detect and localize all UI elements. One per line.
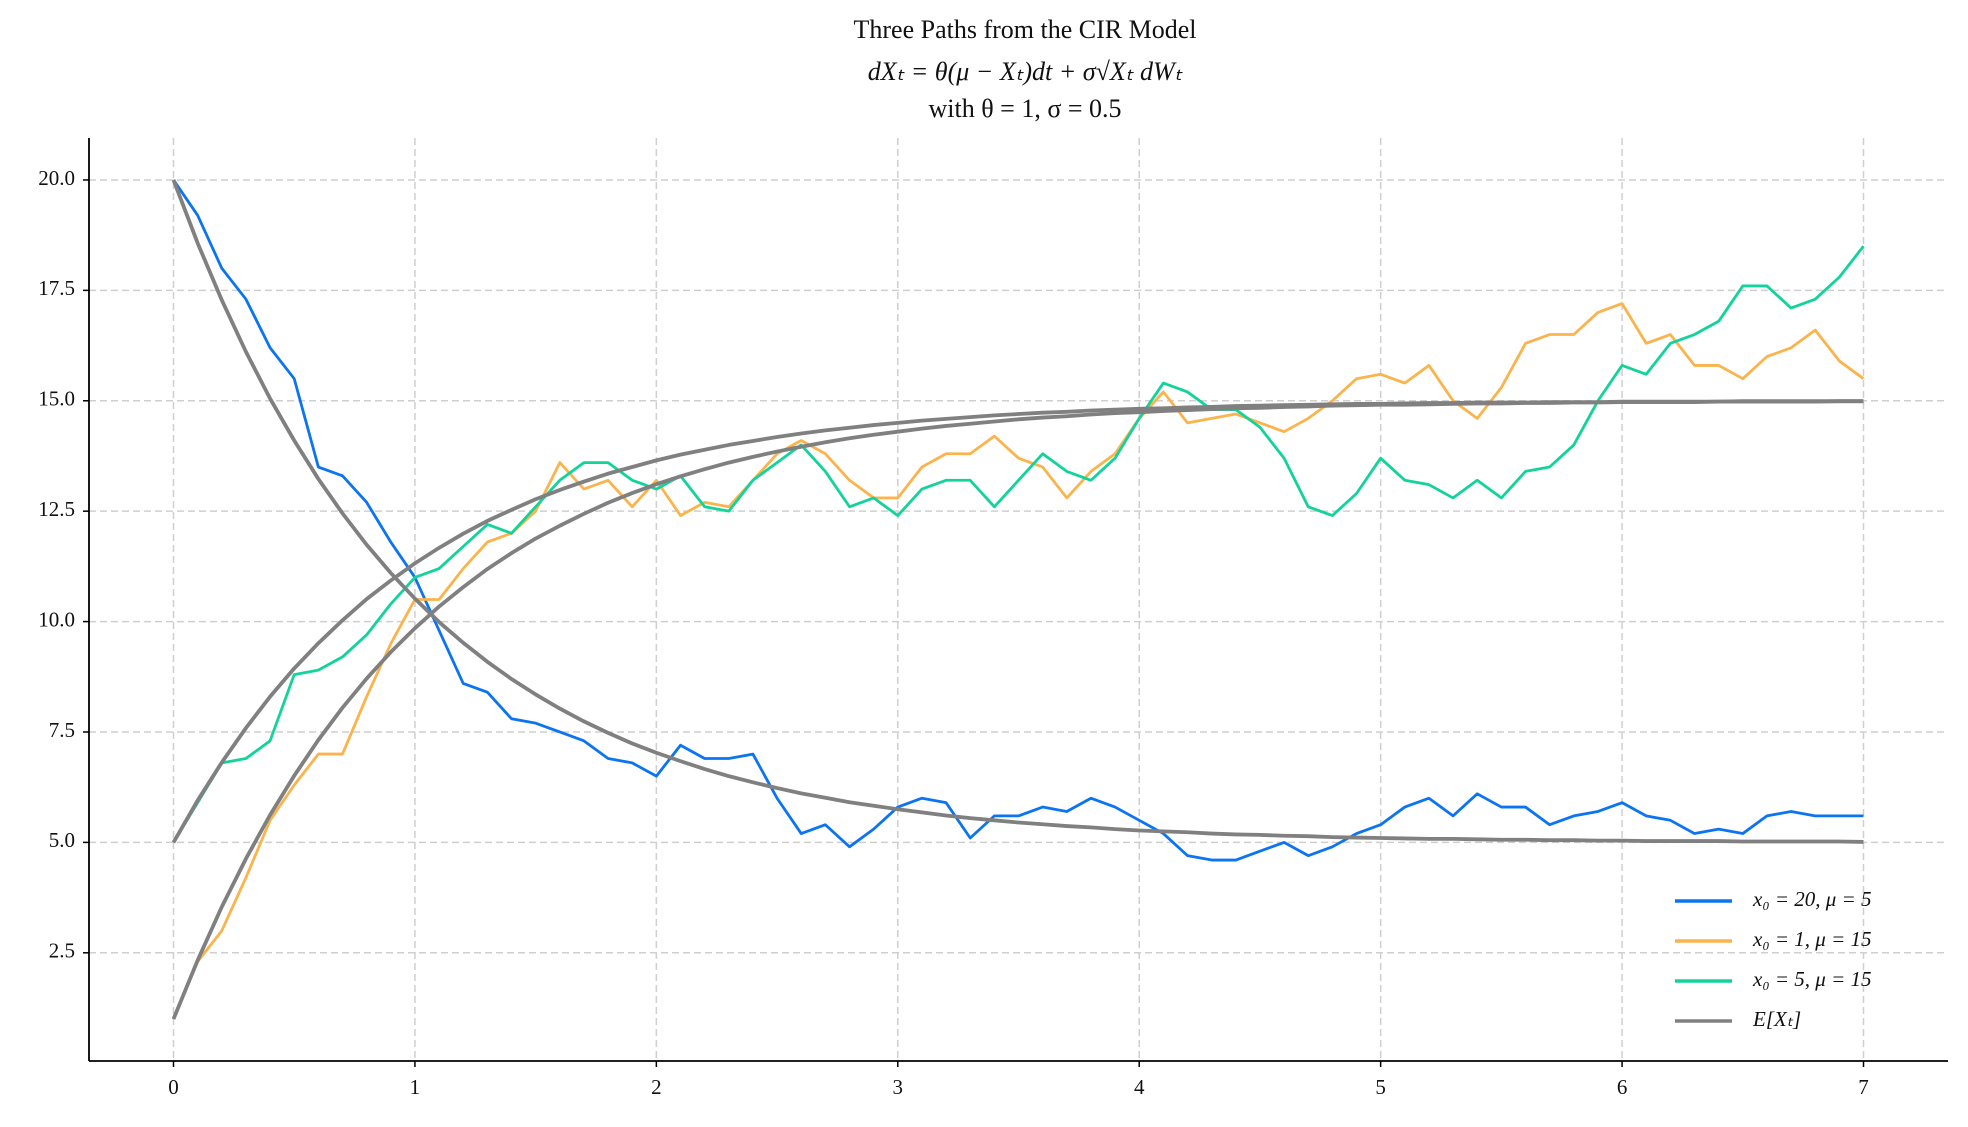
- x-tick-label: 6: [1617, 1075, 1628, 1099]
- series-line: [171, 399, 1864, 1020]
- series-line: [171, 399, 1864, 844]
- y-tick-label: 20.0: [38, 166, 75, 190]
- chart-title: Three Paths from the CIR Model: [854, 15, 1197, 44]
- y-tick-label: 12.5: [38, 497, 75, 521]
- y-tick-label: 15.0: [38, 387, 75, 411]
- x-tick-label: 7: [1858, 1075, 1869, 1099]
- y-tick-label: 10.0: [38, 607, 75, 631]
- legend-label: E[Xₜ]: [1752, 1007, 1801, 1031]
- x-tick-label: 3: [893, 1075, 904, 1099]
- chart-subtitle: dXₜ = θ(μ − Xₜ)dt + σ√Xₜ dWₜ: [868, 57, 1184, 86]
- series-line: [172, 245, 1865, 844]
- legend-label: x₀ = 20, μ = 5: [1752, 887, 1872, 911]
- chart-annotation: with θ = 1, σ = 0.5: [928, 94, 1121, 123]
- series-line: [172, 179, 1864, 862]
- legend-label: x₀ = 5, μ = 15: [1752, 967, 1872, 991]
- x-tick-label: 4: [1134, 1075, 1145, 1099]
- legend-label: x₀ = 1, μ = 15: [1752, 927, 1872, 951]
- series-line: [171, 179, 1864, 844]
- x-tick-label: 1: [410, 1075, 421, 1099]
- y-tick-label: 7.5: [49, 718, 75, 742]
- x-tick-label: 2: [651, 1075, 662, 1099]
- x-tick-label: 5: [1375, 1075, 1386, 1099]
- y-tick-label: 2.5: [49, 939, 75, 963]
- y-tick-label: 17.5: [38, 276, 75, 300]
- y-tick-label: 5.0: [49, 828, 75, 852]
- series-line: [172, 302, 1865, 1020]
- x-tick-label: 0: [168, 1075, 179, 1099]
